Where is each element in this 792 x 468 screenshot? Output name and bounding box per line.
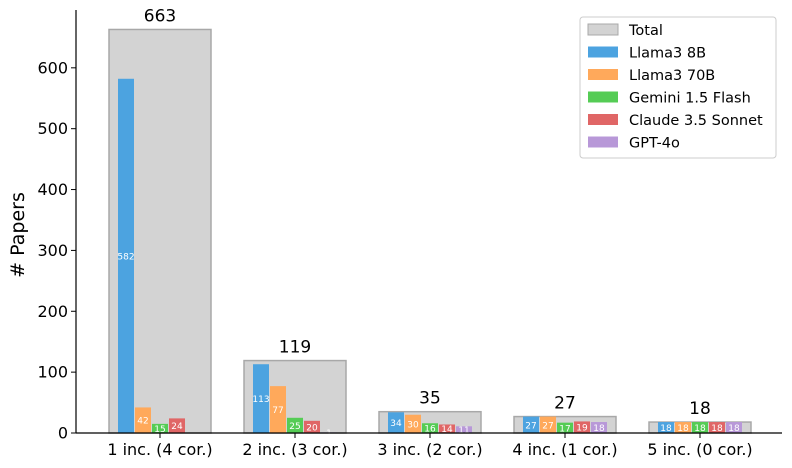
- bar-value-label: 582: [117, 252, 134, 262]
- bar-value-label: 20: [306, 423, 318, 433]
- bar: [557, 422, 573, 433]
- bar: [388, 412, 404, 433]
- total-value-label: 27: [554, 394, 576, 414]
- x-tick-label: 1 inc. (4 cor.): [107, 440, 212, 459]
- bar: [253, 364, 269, 433]
- bar-value-labels: 582 113 34 27 18 42 77 30 27 18 15 25 16 17 18 24 20 14 19…: [117, 252, 740, 439]
- y-tick-label: 500: [37, 119, 68, 138]
- bar-value-label: 30: [407, 420, 419, 430]
- bar-value-label: 18: [660, 424, 672, 434]
- y-tick-label: 400: [37, 180, 68, 199]
- legend-swatch: [588, 114, 618, 125]
- bar: [540, 416, 556, 433]
- legend-frame: [579, 16, 777, 159]
- bar: [287, 417, 303, 433]
- total-value-label: 663: [144, 6, 176, 26]
- legend-entry-label: GPT-4o: [629, 136, 680, 152]
- bar: [523, 416, 539, 433]
- bar: [456, 426, 472, 433]
- bar-value-label: 19: [576, 424, 588, 434]
- y-tick-label: 100: [37, 363, 68, 382]
- bar: [152, 423, 168, 433]
- legend-entry-label: Total: [628, 23, 663, 39]
- bar: [439, 424, 455, 433]
- bar: [422, 423, 438, 433]
- legend-entry-label: Claude 3.5 Sonnet: [629, 113, 763, 129]
- bar-value-label: 27: [542, 421, 553, 431]
- bar: [675, 422, 691, 433]
- legend-entry-label: Llama3 70B: [629, 68, 715, 84]
- bar: [709, 422, 725, 433]
- y-tick-label: 0: [58, 424, 68, 443]
- bar-value-label: 18: [728, 424, 740, 434]
- bar-value-label: 25: [289, 422, 300, 432]
- bar-value-label: 113: [252, 395, 269, 405]
- legend-swatch: [587, 23, 619, 36]
- total-value-labels: 663 119 35 27 18: [144, 6, 711, 419]
- legend-entry-label: Gemini 1.5 Flash: [629, 91, 751, 107]
- bar-value-label: 1: [326, 429, 332, 439]
- bar-value-label: 24: [171, 422, 183, 432]
- bar: [270, 386, 286, 433]
- legend-entry-label: Llama3 8B: [629, 46, 706, 62]
- bar: [304, 420, 320, 433]
- legend-swatch: [588, 69, 618, 80]
- bar: [574, 421, 590, 433]
- legend-swatch: [588, 136, 618, 148]
- bar-value-label: 42: [137, 417, 148, 427]
- axes: 0 100 200 300 400 500 600 1 inc. (4 cor.) 2 inc.…: [37, 10, 782, 459]
- bar-value-label: 34: [390, 419, 402, 429]
- bar-value-label: 18: [593, 424, 605, 434]
- y-tick-label: 300: [37, 241, 68, 260]
- total-value-label: 119: [279, 338, 311, 358]
- bar: [692, 422, 708, 433]
- total-value-label: 35: [419, 389, 441, 409]
- bar: [118, 78, 134, 433]
- bar: [726, 422, 742, 433]
- bar-value-label: 18: [711, 424, 723, 434]
- bar-value-label: 11: [458, 426, 469, 436]
- bar: [135, 407, 151, 433]
- bar-value-label: 14: [441, 425, 453, 435]
- bar-value-label: 27: [525, 421, 536, 431]
- x-tick-label: 5 inc. (0 cor.): [647, 440, 752, 459]
- bar-value-label: 17: [559, 424, 570, 434]
- model-bars: [118, 78, 742, 433]
- bar: [591, 422, 607, 433]
- bar: [169, 418, 185, 433]
- x-tick-label: 3 inc. (2 cor.): [377, 440, 482, 459]
- bar-value-label: 16: [424, 425, 436, 435]
- legend-swatch: [588, 46, 618, 58]
- x-tick-label: 2 inc. (3 cor.): [242, 440, 347, 459]
- total-value-label: 18: [689, 399, 711, 419]
- bar: [405, 414, 421, 433]
- x-tick-label: 4 inc. (1 cor.): [512, 440, 617, 459]
- bar-value-label: 18: [694, 424, 706, 434]
- y-tick-label: 200: [37, 302, 68, 321]
- y-axis-label: # Papers: [7, 192, 29, 278]
- legend: Total Llama3 8B Llama3 70B Gemini 1.5 Flash…: [579, 16, 777, 159]
- bar-value-label: 15: [154, 425, 165, 435]
- y-tick-label: 600: [37, 58, 68, 77]
- bar-value-label: 18: [677, 424, 689, 434]
- legend-swatch: [588, 91, 618, 103]
- bar: [658, 422, 674, 433]
- bar-value-label: 77: [272, 406, 283, 416]
